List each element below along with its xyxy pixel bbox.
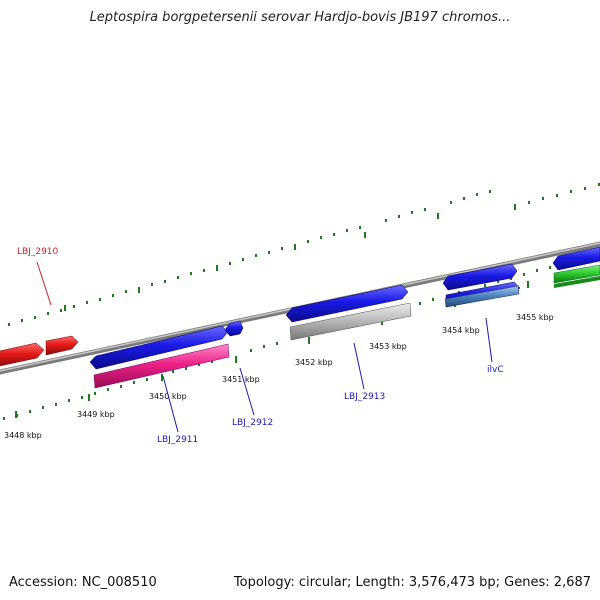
gene-arrow-blue-4[interactable] xyxy=(442,263,518,291)
gene-label-lbj-2912[interactable]: LBJ_2912 xyxy=(232,418,273,428)
gene-arrow-blue-6[interactable] xyxy=(552,246,600,271)
gene-label-ilvc[interactable]: ilvC xyxy=(487,365,504,375)
tick-labels: 3448 kbp 3449 kbp 3450 kbp 3451 kbp 3452… xyxy=(4,313,554,440)
gene-arrow-blue-1[interactable] xyxy=(89,325,229,370)
rrna-feature-green-a[interactable] xyxy=(553,264,600,284)
rrna-feature-green-b[interactable] xyxy=(554,276,600,288)
gene-arrow-blue-3[interactable] xyxy=(285,284,409,323)
reverse-features xyxy=(93,285,520,389)
tick-label-3448: 3448 kbp xyxy=(4,431,42,440)
genome-summary-text: Topology: circular; Length: 3,576,473 bp… xyxy=(233,575,591,590)
gene-label-lbj-2910[interactable]: LBJ_2910 xyxy=(17,247,59,257)
tick-mark-3455 xyxy=(527,281,529,288)
tick-label-3450: 3450 kbp xyxy=(149,392,187,401)
tick-label-3453: 3453 kbp xyxy=(369,342,407,351)
tick-label-3449: 3449 kbp xyxy=(77,410,115,419)
tick-label-3454: 3454 kbp xyxy=(442,326,480,335)
misc-feature-steelblue[interactable] xyxy=(444,285,520,308)
tick-mark-3451 xyxy=(235,356,237,363)
trna-feature-pink[interactable] xyxy=(93,343,230,389)
map-title: Leptospira borgpetersenii serovar Hardjo… xyxy=(89,10,511,25)
leader-lbj-2912 xyxy=(239,367,255,416)
upper-dot-track xyxy=(8,183,600,326)
gene-arrow-lbj-2910-b[interactable] xyxy=(45,335,79,356)
tick-mark-3448 xyxy=(15,411,17,418)
gene-arrow-blue-2[interactable] xyxy=(224,320,244,337)
gene-labels: LBJ_2910 LBJ_2911 LBJ_2912 LBJ_2913 ilvC xyxy=(17,247,504,445)
leader-lbj-2913 xyxy=(353,342,365,390)
tick-mark-3450 xyxy=(161,374,163,381)
gene-label-lbj-2913[interactable]: LBJ_2913 xyxy=(344,392,385,402)
leader-lbj-2910 xyxy=(36,261,52,306)
accession-text: Accession: NC_008510 xyxy=(9,575,157,590)
gene-arrow-lbj-2910-a[interactable] xyxy=(0,342,45,367)
tick-label-3452: 3452 kbp xyxy=(295,358,333,367)
label-leaders xyxy=(36,261,493,433)
tick-mark-3449 xyxy=(88,394,90,401)
tick-label-3451: 3451 kbp xyxy=(222,375,260,384)
leader-lbj-2911 xyxy=(162,375,179,433)
tick-mark-3452 xyxy=(308,337,310,344)
tick-label-3455: 3455 kbp xyxy=(516,313,554,322)
leader-ilvc xyxy=(485,317,493,363)
gene-label-lbj-2911[interactable]: LBJ_2911 xyxy=(157,435,198,445)
pseudo-feature-grey[interactable] xyxy=(289,302,412,341)
forward-features xyxy=(0,246,600,370)
